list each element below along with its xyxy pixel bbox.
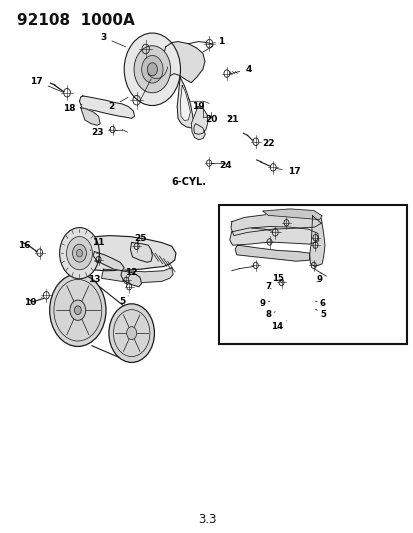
Text: 7: 7 <box>265 282 271 291</box>
Bar <box>219 205 406 344</box>
Text: 24: 24 <box>211 161 231 169</box>
Circle shape <box>141 55 163 83</box>
Circle shape <box>76 249 82 257</box>
Circle shape <box>50 274 106 346</box>
Text: 3: 3 <box>100 33 126 47</box>
Text: 20: 20 <box>204 116 217 124</box>
Circle shape <box>70 300 85 320</box>
Text: 4: 4 <box>229 65 251 74</box>
Text: 19: 19 <box>188 99 204 111</box>
Text: 2: 2 <box>108 98 128 111</box>
Text: 92108  1000A: 92108 1000A <box>17 13 134 28</box>
Polygon shape <box>130 243 152 262</box>
Text: 11: 11 <box>90 238 104 251</box>
Text: 1: 1 <box>203 37 224 52</box>
Text: 9: 9 <box>316 276 322 284</box>
Text: 6: 6 <box>315 300 325 308</box>
Circle shape <box>134 46 170 93</box>
Polygon shape <box>235 245 309 261</box>
Polygon shape <box>61 236 176 271</box>
Circle shape <box>126 327 136 340</box>
Polygon shape <box>191 107 207 140</box>
Text: 3.3: 3.3 <box>197 513 216 526</box>
Circle shape <box>66 237 92 270</box>
Polygon shape <box>177 77 193 128</box>
Text: 8: 8 <box>265 310 275 319</box>
Polygon shape <box>180 85 190 120</box>
Circle shape <box>109 304 154 362</box>
Polygon shape <box>262 209 321 220</box>
Polygon shape <box>93 252 124 271</box>
Polygon shape <box>121 271 141 287</box>
Circle shape <box>124 33 180 106</box>
Polygon shape <box>229 227 318 245</box>
Circle shape <box>147 63 157 76</box>
Text: 10: 10 <box>24 297 42 307</box>
Text: 25: 25 <box>134 235 147 243</box>
Polygon shape <box>230 213 321 236</box>
Text: 23: 23 <box>91 128 111 136</box>
Text: 21: 21 <box>226 115 238 124</box>
Text: 16: 16 <box>18 241 36 252</box>
Circle shape <box>72 244 86 262</box>
Polygon shape <box>79 96 134 118</box>
Polygon shape <box>81 108 100 125</box>
Text: 12: 12 <box>125 269 138 278</box>
Text: 5: 5 <box>119 296 128 306</box>
Polygon shape <box>309 216 324 266</box>
Text: 5: 5 <box>315 309 325 319</box>
Polygon shape <box>161 42 204 83</box>
Text: 17: 17 <box>275 167 299 176</box>
Text: 6-CYL.: 6-CYL. <box>171 177 206 187</box>
Text: 22: 22 <box>255 140 274 148</box>
Text: 15: 15 <box>272 274 283 282</box>
Text: 14: 14 <box>271 321 286 330</box>
Circle shape <box>59 228 99 279</box>
Polygon shape <box>101 268 173 282</box>
Text: 9: 9 <box>259 300 269 308</box>
Text: 17: 17 <box>30 77 63 92</box>
Text: 13: 13 <box>88 275 100 284</box>
Circle shape <box>74 306 81 314</box>
Text: 18: 18 <box>63 104 82 113</box>
